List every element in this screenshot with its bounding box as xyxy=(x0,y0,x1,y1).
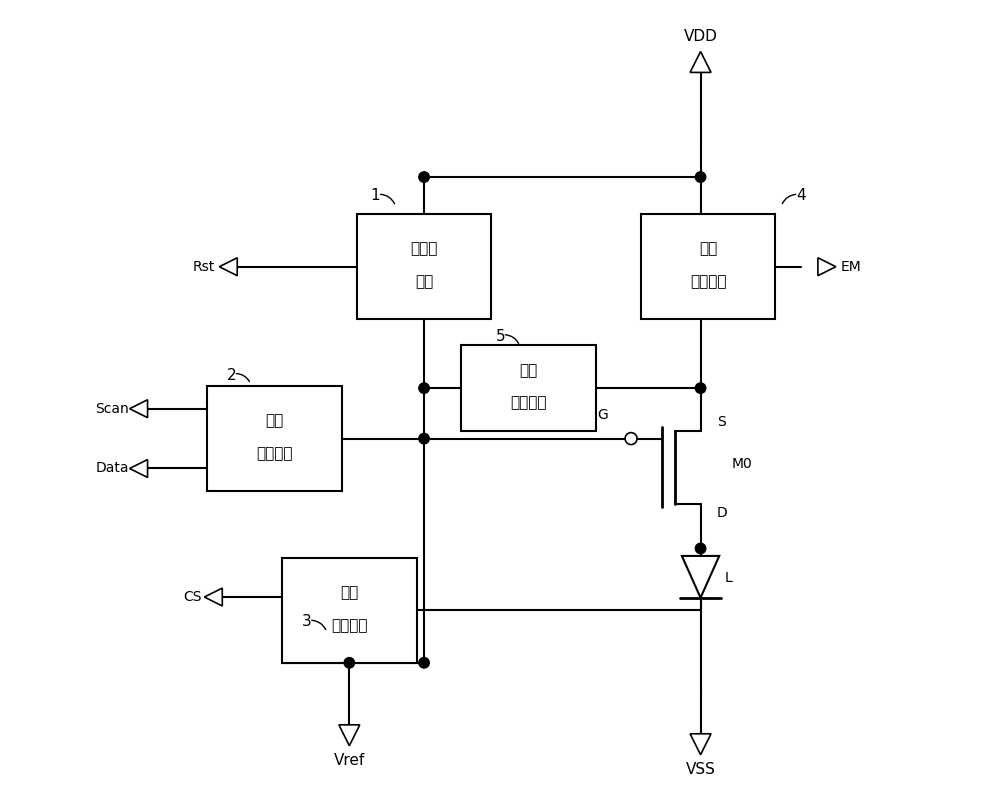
Text: M0: M0 xyxy=(732,456,753,471)
Text: D: D xyxy=(717,506,728,520)
Text: Rst: Rst xyxy=(193,260,215,273)
Circle shape xyxy=(625,432,637,444)
Text: 初始化: 初始化 xyxy=(410,242,438,256)
Text: 电压: 电压 xyxy=(699,242,717,256)
Polygon shape xyxy=(219,258,237,276)
Circle shape xyxy=(695,543,706,553)
Text: S: S xyxy=(717,415,726,429)
Text: L: L xyxy=(724,572,732,585)
Polygon shape xyxy=(130,460,148,478)
Text: Scan: Scan xyxy=(95,401,129,416)
Bar xyxy=(357,215,491,319)
Text: 阈値: 阈値 xyxy=(340,585,358,600)
Text: 输入模块: 输入模块 xyxy=(690,274,726,289)
Circle shape xyxy=(695,172,706,182)
Text: 1: 1 xyxy=(371,188,380,204)
Text: 5: 5 xyxy=(495,328,505,343)
Polygon shape xyxy=(130,400,148,417)
Polygon shape xyxy=(204,588,222,606)
Bar xyxy=(641,215,775,319)
Polygon shape xyxy=(339,725,360,746)
Text: 数据: 数据 xyxy=(265,413,284,429)
Circle shape xyxy=(344,657,355,668)
Bar xyxy=(461,345,596,431)
Text: EM: EM xyxy=(841,260,862,273)
Circle shape xyxy=(419,433,429,444)
Bar xyxy=(207,386,342,491)
Polygon shape xyxy=(690,52,711,72)
Circle shape xyxy=(419,383,429,394)
Text: 分压模块: 分压模块 xyxy=(510,396,547,410)
Circle shape xyxy=(419,657,429,668)
Text: VSS: VSS xyxy=(686,762,715,778)
Text: 4: 4 xyxy=(796,188,806,204)
Circle shape xyxy=(695,383,706,394)
Text: CS: CS xyxy=(183,590,201,604)
Text: 补偿模块: 补偿模块 xyxy=(331,618,368,633)
Circle shape xyxy=(419,172,429,182)
Polygon shape xyxy=(690,734,711,754)
Text: 存储: 存储 xyxy=(520,363,538,378)
Bar xyxy=(282,558,417,663)
Text: G: G xyxy=(597,408,608,422)
Text: 模块: 模块 xyxy=(415,274,433,289)
Text: 3: 3 xyxy=(302,615,312,629)
Text: Vref: Vref xyxy=(334,753,365,768)
Text: Data: Data xyxy=(95,461,129,475)
Text: VDD: VDD xyxy=(684,29,717,44)
Text: 2: 2 xyxy=(226,367,236,382)
Text: 写入模块: 写入模块 xyxy=(256,446,293,461)
Polygon shape xyxy=(682,556,719,598)
Polygon shape xyxy=(818,258,836,276)
